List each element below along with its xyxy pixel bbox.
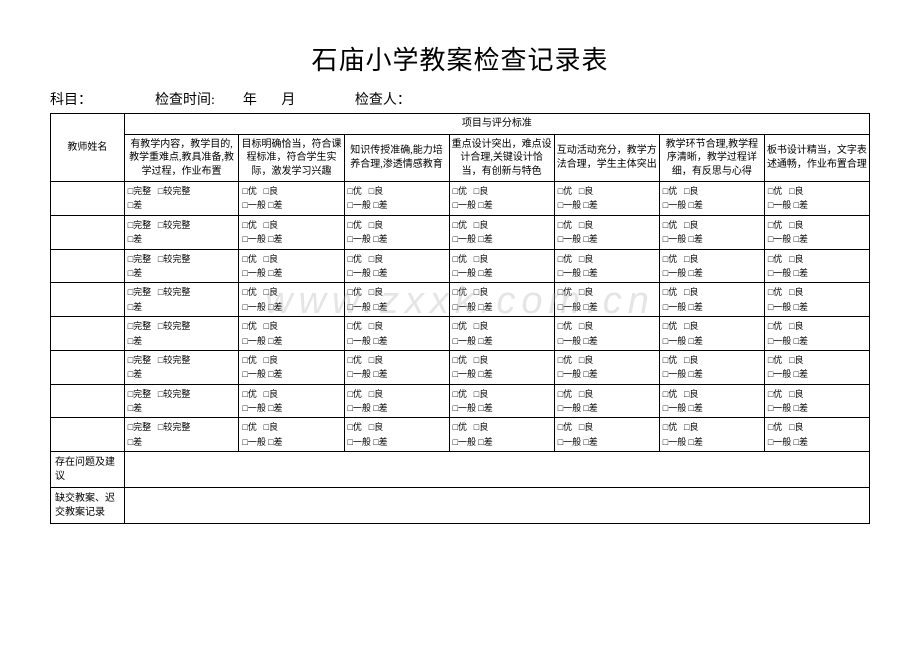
teacher-name-cell	[51, 317, 125, 351]
teacher-name-cell	[51, 182, 125, 216]
rating-cell: □优 □良□一般 □差	[554, 182, 659, 216]
rating-cell: □完整 □较完整□差	[124, 350, 239, 384]
rating-cell: □优 □良□一般 □差	[764, 182, 869, 216]
year-label: 年	[243, 89, 257, 109]
rating-cell: □优 □良□一般 □差	[344, 215, 449, 249]
time-label: 检查时间:	[155, 89, 215, 109]
rating-cell: □优 □良□一般 □差	[449, 350, 554, 384]
rating-cell: □优 □良□一般 □差	[239, 283, 344, 317]
teacher-name-cell	[51, 418, 125, 452]
rating-cell: □完整 □较完整□差	[124, 418, 239, 452]
header-criteria-group: 项目与评分标准	[124, 114, 869, 135]
inspector-label: 检查人：	[355, 89, 411, 109]
criteria-header: 教学环节合理,教学程序清晰，教学过程详细，有反思与心得	[659, 134, 764, 182]
rating-cell: □优 □良□一般 □差	[764, 215, 869, 249]
criteria-header: 知识传授准确,能力培养合理,渗透情感教育	[344, 134, 449, 182]
rating-cell: □完整 □较完整□差	[124, 215, 239, 249]
rating-cell: □优 □良□一般 □差	[659, 317, 764, 351]
rating-cell: □优 □良□一般 □差	[344, 350, 449, 384]
problems-cell	[124, 452, 869, 488]
inspection-table: 教师姓名 项目与评分标准 有教学内容，教学目的,教学重难点,教具准备,教学过程，…	[50, 113, 870, 524]
rating-cell: □优 □良□一般 □差	[449, 317, 554, 351]
header-teacher-name: 教师姓名	[51, 114, 125, 182]
rating-cell: □优 □良□一般 □差	[554, 418, 659, 452]
rating-cell: □优 □良□一般 □差	[659, 418, 764, 452]
rating-cell: □优 □良□一般 □差	[449, 283, 554, 317]
rating-cell: □优 □良□一般 □差	[239, 350, 344, 384]
rating-cell: □优 □良□一般 □差	[764, 317, 869, 351]
table-row: □完整 □较完整□差 □优 □良□一般 □差□优 □良□一般 □差□优 □良□一…	[51, 317, 870, 351]
rating-cell: □优 □良□一般 □差	[554, 283, 659, 317]
spacer	[92, 89, 155, 109]
rating-cell: □优 □良□一般 □差	[449, 182, 554, 216]
teacher-name-cell	[51, 350, 125, 384]
teacher-name-cell	[51, 283, 125, 317]
rating-cell: □优 □良□一般 □差	[659, 350, 764, 384]
rating-cell: □优 □良□一般 □差	[764, 350, 869, 384]
criteria-header-row: 有教学内容，教学目的,教学重难点,教具准备,教学过程，作业布置 目标明确恰当，符…	[51, 134, 870, 182]
rating-cell: □完整 □较完整□差	[124, 384, 239, 418]
rating-cell: □优 □良□一般 □差	[449, 249, 554, 283]
rating-cell: □优 □良□一般 □差	[554, 350, 659, 384]
rating-cell: □优 □良□一般 □差	[344, 283, 449, 317]
spacer	[215, 89, 243, 109]
rating-cell: □优 □良□一般 □差	[764, 249, 869, 283]
table-row: □完整 □较完整□差 □优 □良□一般 □差□优 □良□一般 □差□优 □良□一…	[51, 384, 870, 418]
rating-cell: □优 □良□一般 □差	[659, 283, 764, 317]
rating-cell: □优 □良□一般 □差	[764, 283, 869, 317]
criteria-header: 重点设计突出，难点设计合理,关键设计恰当，有创新与特色	[449, 134, 554, 182]
criteria-header: 目标明确恰当，符合课程标准，符合学生实际，激发学习兴趣	[239, 134, 344, 182]
spacer	[257, 89, 282, 109]
subject-label: 科目：	[50, 89, 92, 109]
rating-cell: □优 □良□一般 □差	[239, 249, 344, 283]
missing-label: 缺交教案、迟交教案记录	[51, 488, 125, 524]
criteria-header: 互动活动充分，教学方法合理，学生主体突出	[554, 134, 659, 182]
rating-cell: □完整 □较完整□差	[124, 283, 239, 317]
rating-cell: □优 □良□一般 □差	[659, 215, 764, 249]
rating-cell: □优 □良□一般 □差	[344, 182, 449, 216]
criteria-header: 有教学内容，教学目的,教学重难点,教具准备,教学过程，作业布置	[124, 134, 239, 182]
rating-cell: □优 □良□一般 □差	[554, 384, 659, 418]
page-title: 石庙小学教案检查记录表	[50, 40, 870, 77]
rating-cell: □优 □良□一般 □差	[764, 418, 869, 452]
rating-cell: □优 □良□一般 □差	[449, 418, 554, 452]
teacher-name-cell	[51, 384, 125, 418]
rating-cell: □优 □良□一般 □差	[239, 418, 344, 452]
problems-label: 存在问题及建议	[51, 452, 125, 488]
rating-cell: □优 □良□一般 □差	[554, 249, 659, 283]
rating-cell: □优 □良□一般 □差	[449, 215, 554, 249]
rating-cell: □完整 □较完整□差	[124, 317, 239, 351]
rating-cell: □优 □良□一般 □差	[659, 182, 764, 216]
rating-cell: □优 □良□一般 □差	[554, 317, 659, 351]
rating-cell: □优 □良□一般 □差	[239, 182, 344, 216]
spacer	[295, 89, 355, 109]
rating-cell: □优 □良□一般 □差	[449, 384, 554, 418]
rating-cell: □优 □良□一般 □差	[239, 215, 344, 249]
rating-cell: □完整 □较完整□差	[124, 182, 239, 216]
rating-cell: □优 □良□一般 □差	[239, 317, 344, 351]
meta-row: 科目： 检查时间: 年 月 检查人：	[50, 89, 870, 109]
teacher-name-cell	[51, 215, 125, 249]
rating-cell: □优 □良□一般 □差	[344, 317, 449, 351]
rating-cell: □优 □良□一般 □差	[554, 215, 659, 249]
rating-cell: □优 □良□一般 □差	[344, 384, 449, 418]
rating-cell: □优 □良□一般 □差	[344, 418, 449, 452]
teacher-name-cell	[51, 249, 125, 283]
rating-cell: □完整 □较完整□差	[124, 249, 239, 283]
criteria-header: 板书设计精当，文字表述通畅，作业布置合理	[764, 134, 869, 182]
missing-cell	[124, 488, 869, 524]
rating-cell: □优 □良□一般 □差	[239, 384, 344, 418]
table-row: □完整 □较完整□差 □优 □良□一般 □差□优 □良□一般 □差□优 □良□一…	[51, 418, 870, 452]
rating-cell: □优 □良□一般 □差	[344, 249, 449, 283]
table-row: □完整 □较完整□差 □优 □良□一般 □差□优 □良□一般 □差□优 □良□一…	[51, 283, 870, 317]
table-row: □完整 □较完整□差 □优 □良□一般 □差□优 □良□一般 □差□优 □良□一…	[51, 249, 870, 283]
table-row: □完整 □较完整□差 □优 □良□一般 □差□优 □良□一般 □差□优 □良□一…	[51, 215, 870, 249]
table-row: □完整 □较完整□差 □优 □良□一般 □差□优 □良□一般 □差□优 □良□一…	[51, 182, 870, 216]
rating-cell: □优 □良□一般 □差	[659, 384, 764, 418]
rating-cell: □优 □良□一般 □差	[764, 384, 869, 418]
rating-cell: □优 □良□一般 □差	[659, 249, 764, 283]
month-label: 月	[281, 89, 295, 109]
table-row: □完整 □较完整□差 □优 □良□一般 □差□优 □良□一般 □差□优 □良□一…	[51, 350, 870, 384]
